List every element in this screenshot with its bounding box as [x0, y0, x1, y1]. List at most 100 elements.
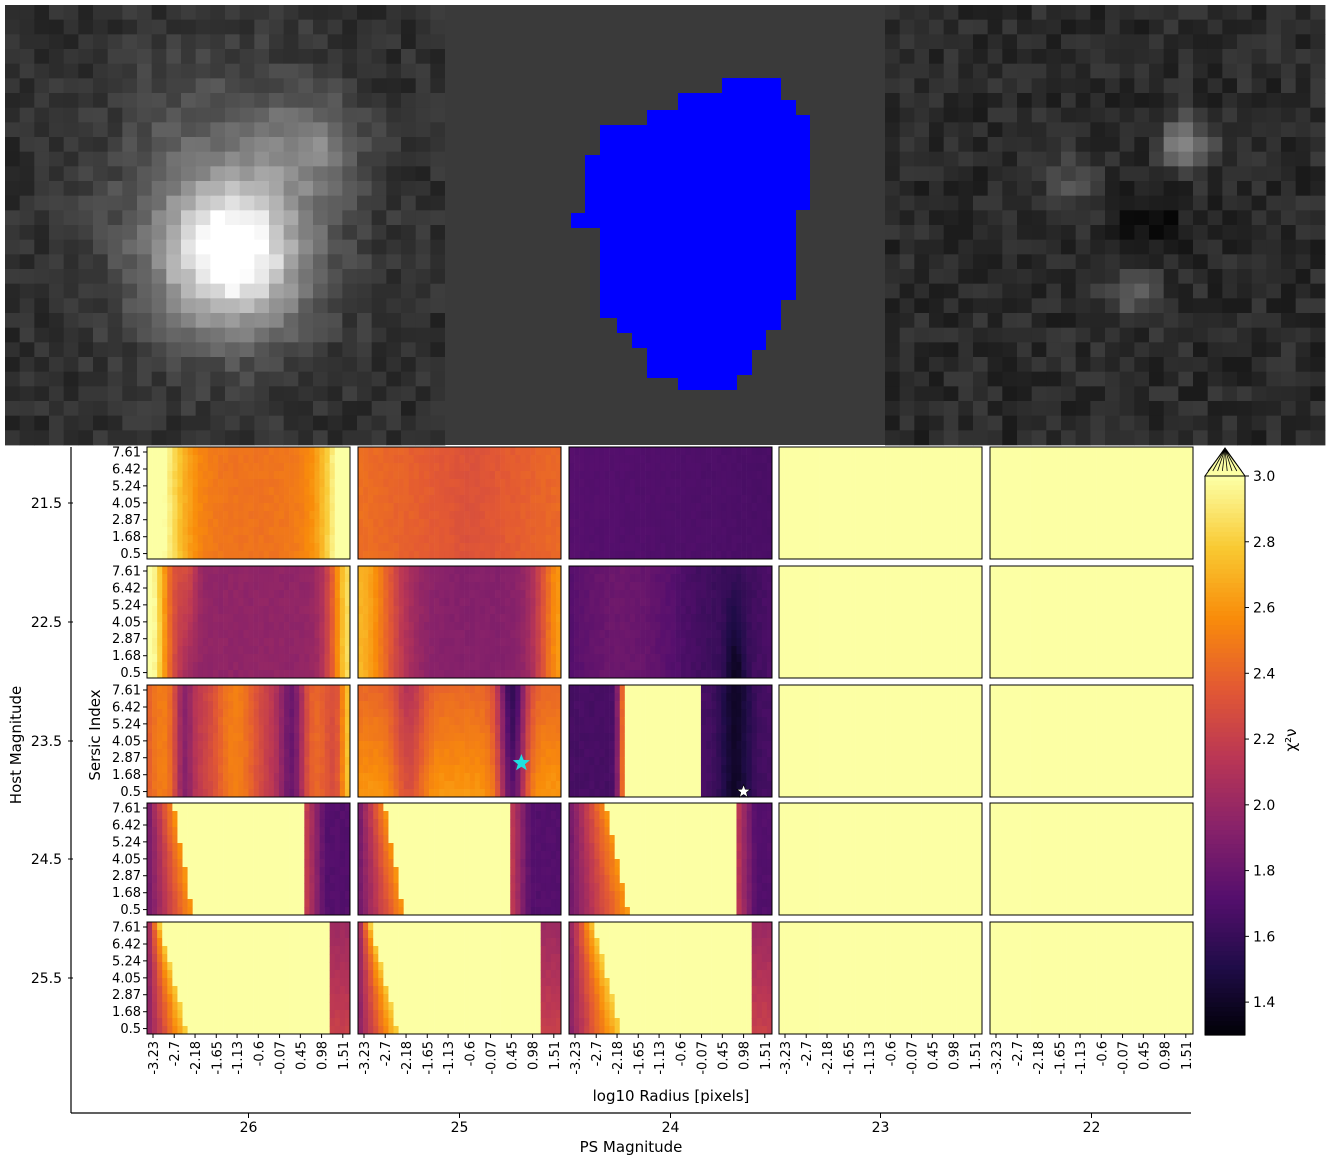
colorbar-tick-label: 2.0	[1253, 798, 1275, 814]
observed-cutout	[5, 5, 446, 446]
sersic-tick-label: 4.05	[112, 852, 141, 867]
panel-frame	[989, 921, 1194, 1035]
heatmap-panel	[568, 446, 773, 560]
colorbar-tick-label: 1.4	[1253, 995, 1275, 1011]
radius-tick-label: -3.23	[358, 1041, 373, 1075]
host-magnitude-label: 25.5	[31, 971, 62, 987]
radius-tick-label: -0.07	[1117, 1041, 1132, 1075]
radius-tick-label: -0.07	[274, 1041, 289, 1075]
sersic-tick-label: 6.42	[112, 582, 141, 597]
radius-tick-label: 0.98	[738, 1041, 753, 1070]
panel-frame	[357, 565, 562, 679]
panel-frame	[989, 446, 1194, 560]
radius-tick-label: 1.51	[548, 1041, 563, 1070]
radius-tick-label: -2.18	[400, 1041, 415, 1075]
radius-tick-label: -0.6	[884, 1041, 899, 1066]
heatmap-grid: 7.616.425.244.052.871.680.521.57.616.425…	[31, 446, 1195, 1075]
sersic-tick-label: 4.05	[112, 971, 141, 986]
sersic-tick-label: 5.24	[112, 479, 141, 494]
sersic-tick-label: 7.61	[112, 802, 141, 817]
heatmap-panel: 7.61 6.425.24 4.05 2.87 1.68 0.5	[112, 684, 351, 800]
ps-magnitude-label: 23	[872, 1120, 890, 1136]
sersic-tick-label: 1.68	[112, 1005, 141, 1020]
heatmap-panel	[989, 684, 1194, 798]
x-axis-label: PS Magnitude	[580, 1138, 683, 1156]
radius-tick-label: 1.51	[337, 1041, 352, 1070]
radius-tick-label: -0.07	[485, 1041, 500, 1075]
sersic-tick-label: 4.05	[112, 615, 141, 630]
heatmap-panel: 7.61 6.425.24 4.05 2.87 1.68 0.5 -3.23 -2.7 -2.1…	[112, 921, 352, 1075]
panel-frame	[357, 446, 562, 560]
radius-tick-label: -0.07	[696, 1041, 711, 1075]
radius-tick-label: -0.07	[906, 1041, 921, 1075]
sersic-tick-label: 6.42	[112, 463, 141, 478]
radius-tick-label: 0.45	[716, 1041, 731, 1070]
heatmap-panel	[357, 446, 562, 560]
radius-tick-label: -2.18	[611, 1041, 626, 1075]
radius-tick-label: -1.65	[842, 1041, 857, 1075]
radius-tick-label: -3.23	[569, 1041, 584, 1075]
panel-frame	[568, 921, 773, 1035]
sersic-tick-label: 5.24	[112, 835, 141, 850]
sersic-tick-label: 6.42	[112, 819, 141, 834]
panel-frame	[568, 565, 773, 679]
radius-tick-label: -1.65	[1053, 1041, 1068, 1075]
radius-tick-label: -2.18	[821, 1041, 836, 1075]
radius-tick-label: 0.98	[316, 1041, 331, 1070]
sersic-tick-label: 1.68	[112, 530, 141, 545]
radius-tick-label: 0.45	[1137, 1041, 1152, 1070]
radius-tick-label: -3.23	[779, 1041, 794, 1075]
sersic-tick-label: 1.68	[112, 768, 141, 783]
inner-x-axis-label: log10 Radius [pixels]	[593, 1087, 750, 1105]
panel-frame	[357, 684, 562, 798]
radius-tick-label: -0.6	[463, 1041, 478, 1066]
radius-tick-label: -1.13	[1074, 1041, 1089, 1075]
radius-tick-label: -2.7	[800, 1041, 815, 1066]
host-magnitude-label: 24.5	[31, 852, 62, 868]
radius-tick-label: -1.13	[442, 1041, 457, 1075]
panel-frame	[778, 921, 983, 1035]
radius-tick-label: -3.23	[147, 1041, 162, 1075]
sersic-tick-label: 7.61	[112, 684, 141, 699]
heatmap-panel	[357, 565, 562, 679]
radius-tick-label: -1.13	[863, 1041, 878, 1075]
sersic-tick-label: 0.5	[120, 903, 141, 918]
heatmap-panel	[989, 802, 1194, 916]
radius-tick-label: -2.7	[1011, 1041, 1026, 1066]
colorbar-tick-label: 2.6	[1253, 601, 1275, 617]
heatmap-panel: 7.61 6.425.24 4.05 2.87 1.68 0.5	[112, 565, 351, 681]
colorbar-tick-label: 2.4	[1253, 666, 1275, 682]
sersic-tick-label: 6.42	[112, 701, 141, 716]
panel-frame	[989, 684, 1194, 798]
heatmap-panel: 7.61 6.425.24 4.05 2.87 1.68 0.5	[112, 802, 351, 918]
panel-frame	[568, 802, 773, 916]
heatmap-panel	[989, 565, 1194, 679]
radius-tick-label: 1.51	[1180, 1041, 1195, 1070]
sersic-tick-label: 5.24	[112, 954, 141, 969]
radius-tick-label: -2.7	[590, 1041, 605, 1066]
colorbar-tick-label: 1.6	[1253, 929, 1275, 945]
ps-magnitude-label: 25	[451, 1120, 469, 1136]
colorbar-tick-label: 2.2	[1253, 732, 1275, 748]
heatmap-panel	[357, 802, 562, 916]
radius-tick-label: 0.45	[505, 1041, 520, 1070]
radius-tick-label: -1.13	[231, 1041, 246, 1075]
host-magnitude-label: 21.5	[31, 496, 62, 512]
sersic-tick-label: 2.87	[112, 632, 141, 647]
colorbar-label: χ²ν	[1282, 728, 1300, 751]
heatmap-panel	[778, 446, 983, 560]
heatmap-panel: 7.61 6.425.24 4.05 2.87 1.68 0.5	[112, 446, 351, 562]
heatmap-panel	[568, 802, 773, 916]
sersic-tick-label: 4.05	[112, 734, 141, 749]
sersic-tick-label: 4.05	[112, 496, 141, 511]
residual-cutout	[885, 5, 1326, 446]
colorbar-tick-label: 2.8	[1253, 535, 1275, 551]
ps-magnitude-label: 26	[240, 1120, 258, 1136]
heatmap-panel	[778, 802, 983, 916]
heatmap-panel	[357, 684, 562, 798]
host-magnitude-label: 22.5	[31, 615, 62, 631]
radius-tick-label: -1.13	[653, 1041, 668, 1075]
radius-tick-label: -2.18	[1032, 1041, 1047, 1075]
colorbar-tick-label: 3.0	[1253, 469, 1275, 485]
